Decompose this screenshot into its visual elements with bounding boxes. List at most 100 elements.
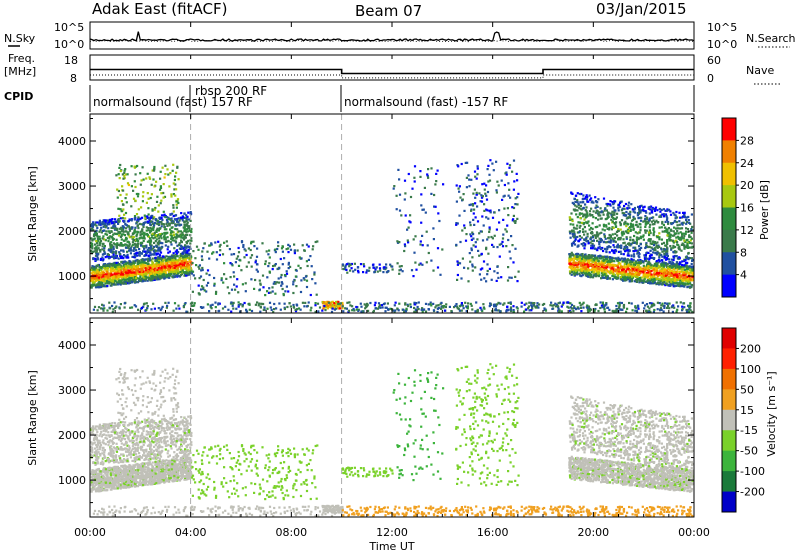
power-cell: [684, 232, 687, 236]
power-cell: [666, 283, 669, 286]
power-cell: [599, 263, 602, 266]
power-cell: [132, 197, 136, 200]
power-cell: [101, 221, 104, 224]
power-cell: [575, 265, 579, 268]
power-cell: [648, 263, 651, 267]
power-cell: [649, 256, 652, 259]
power-cell: [160, 237, 163, 240]
power-cell: [179, 216, 182, 219]
power-cell: [661, 255, 664, 258]
power-cell: [632, 263, 636, 266]
power-cell: [621, 234, 624, 237]
power-cell: [109, 268, 112, 271]
power-cell: [162, 223, 165, 226]
power-cell: [201, 268, 204, 272]
power-cell: [143, 245, 147, 248]
power-cell: [656, 282, 659, 285]
power-cell: [107, 276, 110, 279]
power-cell: [140, 179, 143, 182]
power-cell: [121, 216, 124, 220]
power-cell: [219, 243, 222, 246]
power-cell: [169, 258, 172, 261]
power-cell: [118, 265, 121, 268]
power-cell: [180, 236, 183, 239]
power-cell: [285, 248, 288, 251]
power-cell: [166, 231, 169, 234]
power-cell: [623, 274, 626, 277]
power-cell: [637, 237, 641, 240]
power-cell: [165, 255, 168, 258]
power-cell: [638, 253, 641, 256]
power-cell: [614, 217, 617, 221]
power-cell: [130, 276, 133, 280]
power-cell: [94, 257, 97, 260]
power-cell: [169, 241, 172, 244]
power-cell: [151, 270, 154, 273]
power-cell: [170, 236, 173, 239]
power-cell: [163, 176, 166, 179]
power-cell: [605, 250, 608, 253]
power-cell: [143, 247, 146, 250]
cpid-label: CPID: [4, 90, 33, 103]
power-cell: [148, 239, 151, 242]
power-cell: [652, 251, 655, 254]
power-cell: [589, 255, 593, 258]
power-cell: [653, 270, 657, 273]
power-cell: [638, 231, 641, 234]
power-cell: [125, 193, 128, 196]
power-cell: [592, 244, 596, 247]
power-cell: [229, 262, 232, 265]
power-cell: [118, 177, 121, 180]
power-cell: [591, 227, 594, 230]
power-cell: [655, 277, 658, 280]
power-cell: [590, 244, 593, 247]
power-cell: [163, 195, 167, 198]
power-cell: [674, 245, 677, 249]
power-cell: [647, 280, 650, 283]
power-cell: [97, 264, 100, 267]
power-cell: [153, 241, 156, 244]
power-cell: [626, 278, 629, 281]
power-cell: [674, 214, 677, 217]
power-cell: [157, 270, 160, 273]
power-cell: [575, 213, 578, 216]
power-cell: [172, 231, 175, 234]
power-cell: [587, 263, 590, 266]
power-cell: [578, 269, 581, 272]
power-cell: [670, 248, 673, 251]
power-cell: [170, 269, 173, 272]
power-cell: [577, 221, 580, 224]
power-cell: [159, 216, 162, 219]
power-cell: [649, 281, 652, 284]
power-cell: [607, 259, 610, 262]
power-cell: [568, 218, 572, 221]
power-cell: [142, 261, 145, 264]
power-cell: [620, 257, 623, 260]
power-cell: [141, 277, 144, 280]
power-cell: [637, 259, 640, 262]
power-cell: [205, 272, 208, 275]
power-cell: [638, 267, 641, 270]
power-cell: [93, 223, 97, 226]
power-cell: [609, 236, 612, 239]
power-cell: [645, 273, 648, 276]
power-cell: [618, 246, 621, 249]
power-cell: [104, 226, 107, 229]
power-cell: [633, 280, 636, 283]
power-cell: [579, 267, 583, 270]
power-cell: [632, 250, 635, 253]
power-cell: [578, 272, 581, 275]
power-cell: [574, 200, 577, 204]
power-cell: [596, 239, 599, 242]
power-cell: [683, 268, 686, 271]
nave-label: Nave: [746, 64, 774, 77]
power-cell: [150, 248, 153, 251]
power-cell: [618, 203, 621, 207]
power-cell: [591, 236, 594, 239]
power-cell: [162, 259, 165, 262]
power-cell: [678, 283, 681, 286]
power-cell: [154, 259, 157, 262]
power-cell: [177, 272, 180, 275]
power-cell: [587, 241, 591, 244]
power-cell: [679, 285, 682, 288]
